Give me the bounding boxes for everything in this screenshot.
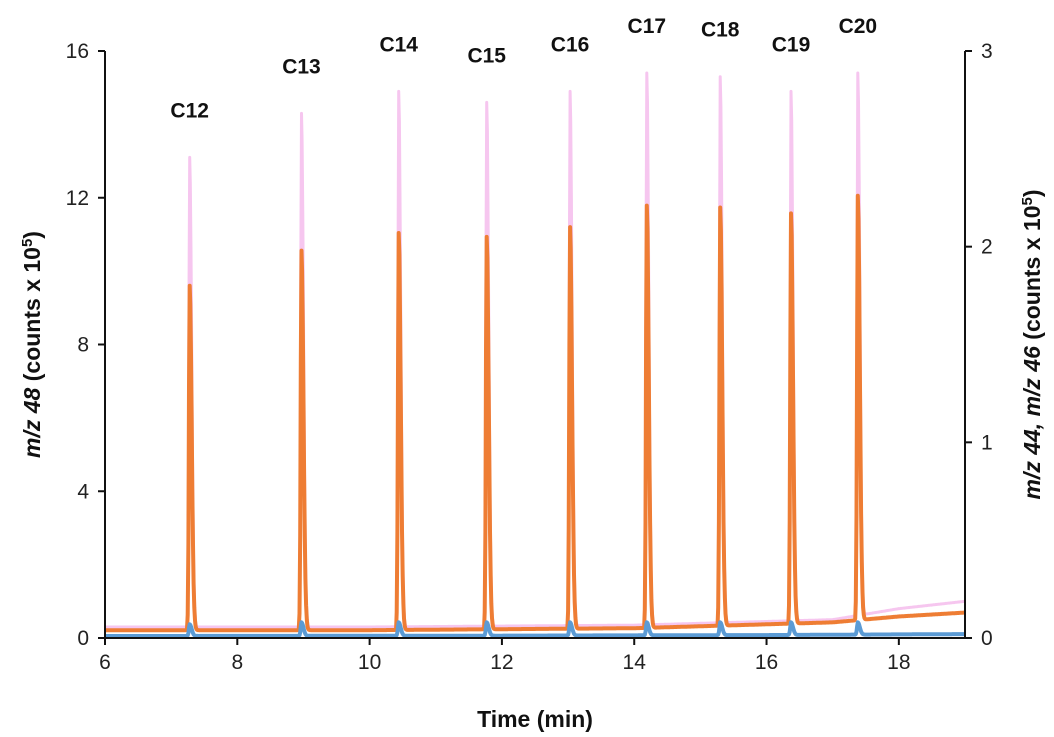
peak-label: C12: [170, 99, 209, 122]
peak-label-layer: C12 C13 C14 C15 C16 C17 C18 C19 C20: [170, 15, 877, 122]
series-line-mz46: [103, 620, 967, 638]
peak-label: C15: [467, 44, 506, 67]
y2-tick-label: 3: [981, 40, 993, 63]
y2-tick-label: 1: [981, 431, 993, 454]
peak-label: C14: [379, 33, 418, 56]
peak-label: C20: [839, 15, 878, 38]
y-tick-label: 0: [77, 627, 89, 650]
x-tick-label: 18: [887, 651, 910, 674]
y-axis-title: m/z 48 (counts x 105): [19, 231, 46, 458]
x-tick-label: 16: [755, 651, 778, 674]
series-line-mz44: [103, 193, 967, 633]
x-tick-label: 6: [99, 651, 111, 674]
series-layer: [103, 71, 967, 638]
x-axis-title: Time (min): [477, 706, 593, 732]
y-tick-label: 8: [77, 334, 89, 357]
peak-label: C18: [701, 19, 740, 42]
y2-axis-title: m/z 44, m/z 46 (counts x 105): [1019, 189, 1046, 499]
y2-tick-label: 2: [981, 236, 993, 259]
y-tick-label: 4: [77, 480, 89, 503]
x-tick-label: 10: [358, 651, 381, 674]
x-tick-label: 12: [490, 651, 513, 674]
peak-label: C16: [551, 33, 590, 56]
x-tick-label: 8: [231, 651, 243, 674]
peak-label: C13: [282, 55, 321, 78]
peak-label: C19: [772, 33, 811, 56]
peak-label: C17: [628, 15, 667, 38]
series-line-mz48: [104, 71, 966, 629]
y-tick-label: 16: [66, 40, 89, 63]
y-tick-label: 12: [66, 187, 89, 210]
y2-tick-label: 0: [981, 627, 993, 650]
x-tick-label: 14: [623, 651, 647, 674]
